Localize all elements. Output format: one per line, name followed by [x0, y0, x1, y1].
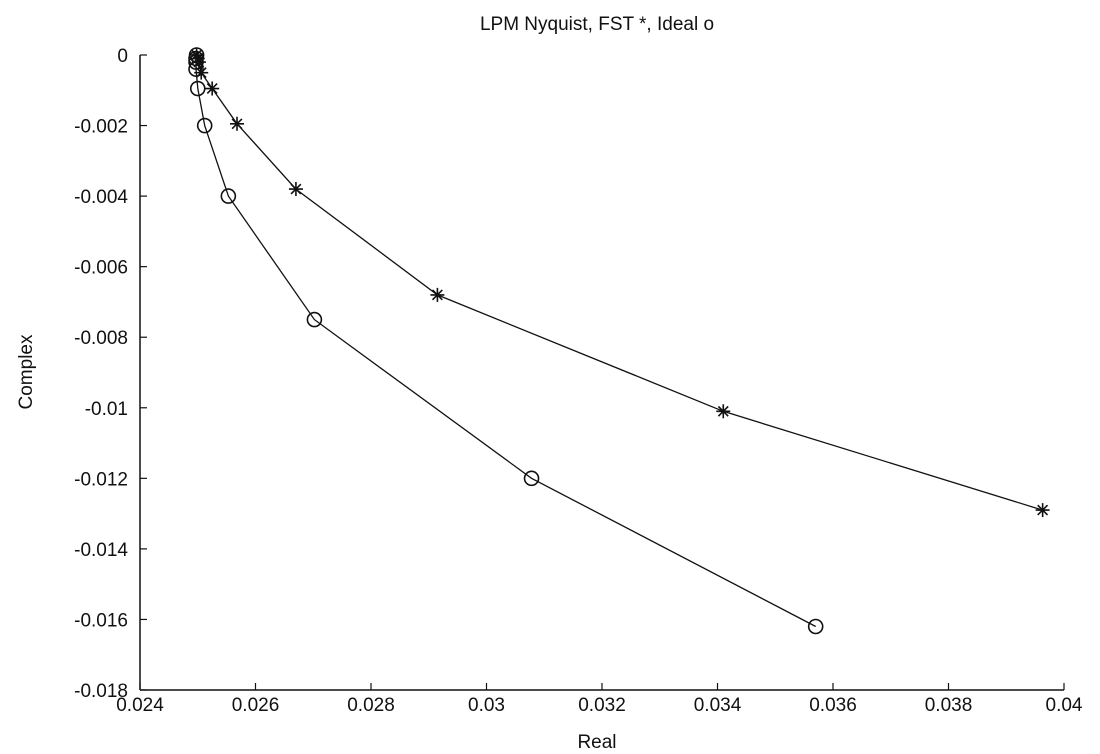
x-axis-label: Real [577, 732, 616, 753]
series-line [195, 54, 817, 628]
data-point-circle [188, 61, 204, 77]
series-line [195, 54, 1043, 511]
x-tick-label: 0.034 [694, 695, 742, 716]
data-point-star [190, 51, 205, 66]
data-point-star [205, 81, 220, 96]
data-point-star [1035, 503, 1050, 518]
y-tick-label: -0.012 [74, 469, 128, 490]
series-layer [188, 47, 1050, 635]
data-point-circle [196, 117, 213, 134]
x-tick-label: 0.036 [809, 695, 857, 716]
x-tick-label: 0.04 [1046, 695, 1083, 716]
y-tick-label: -0.014 [74, 540, 128, 561]
y-tick-label: -0.018 [74, 681, 128, 702]
x-ticks: 0.024 0.026 0.028 0.03 0.032 0.034 0.036 0.038 0… [116, 683, 1083, 716]
y-axis-label: Complex [16, 334, 37, 409]
data-point-circle [189, 80, 206, 97]
chart-title: LPM Nyquist, FST *, Ideal o [480, 14, 714, 35]
data-point-star [430, 287, 445, 302]
y-tick-label: -0.006 [74, 258, 128, 279]
x-tick-label: 0.026 [232, 695, 280, 716]
y-tick-label: -0.008 [74, 328, 128, 349]
y-tick-label: -0.004 [74, 187, 128, 208]
x-tick-label: 0.032 [578, 695, 626, 716]
data-point-circle [188, 54, 204, 70]
y-tick-label: -0.01 [85, 399, 128, 420]
series-star [189, 48, 1050, 518]
y-tick-label: 0 [117, 46, 128, 67]
y-tick-label: -0.016 [74, 610, 128, 631]
data-point-circle [188, 50, 204, 67]
y-ticks: 0 -0.002 -0.004 -0.006 -0.008 -0.01 -0.012 -0.0… [74, 46, 147, 702]
data-point-circle [523, 470, 540, 487]
data-point-star [288, 182, 303, 197]
data-point-circle [807, 618, 824, 635]
x-tick-label: 0.024 [116, 695, 164, 716]
plot-area [139, 55, 1064, 691]
data-point-star [230, 116, 245, 131]
series-circle [188, 47, 824, 635]
x-tick-label: 0.038 [925, 695, 973, 716]
x-tick-label: 0.028 [347, 695, 395, 716]
y-tick-label: -0.002 [74, 117, 128, 138]
data-point-star [716, 404, 731, 419]
x-tick-label: 0.03 [468, 695, 505, 716]
data-point-circle [220, 188, 237, 204]
data-point-circle [306, 311, 323, 328]
